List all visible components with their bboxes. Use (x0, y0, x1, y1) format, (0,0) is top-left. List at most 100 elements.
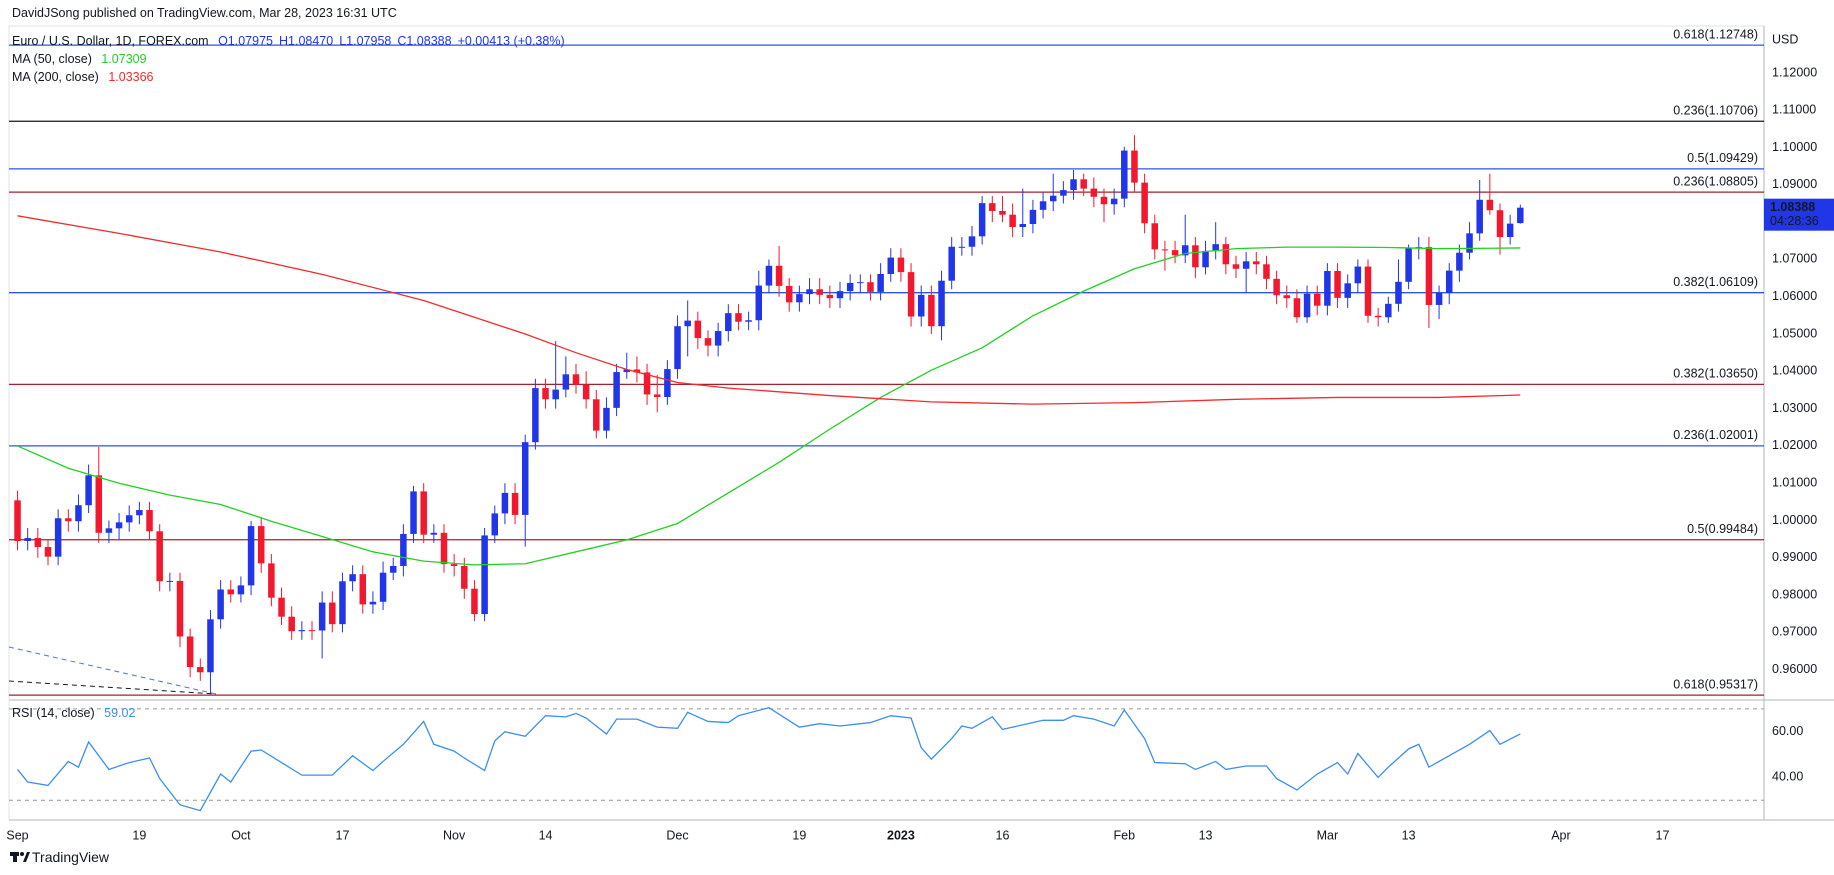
candle-body (1181, 245, 1189, 256)
symbol-title: Euro / U.S. Dollar, 1D, FOREX.com (12, 34, 209, 48)
candle-body (1070, 179, 1077, 191)
candle-body (572, 374, 580, 385)
candle-body (34, 538, 42, 547)
candle-body (684, 320, 691, 327)
candle-body (948, 246, 955, 281)
candle-body (775, 265, 783, 286)
candle-body (521, 442, 529, 515)
moving-average-line (17, 215, 1521, 405)
fib-level-label: 0.5(0.99484) (1687, 522, 1758, 536)
brand-logo (10, 852, 30, 862)
candle-body (1242, 261, 1250, 269)
candle-body (1385, 303, 1392, 318)
x-tick-label: Sep (6, 828, 28, 842)
y-tick-label: 1.07000 (1772, 252, 1817, 266)
fib-level-label: 0.382(1.06109) (1673, 275, 1758, 289)
candle-body (75, 505, 82, 522)
candle-body (877, 273, 884, 292)
candle-body (1466, 233, 1473, 253)
brand-name: TradingView (32, 849, 110, 865)
y-tick-label: 0.99000 (1772, 550, 1817, 564)
candle-body (1121, 150, 1128, 199)
candle-body (471, 588, 478, 615)
candle-body (288, 616, 295, 632)
candle-body (430, 532, 438, 535)
candle-body (349, 574, 356, 582)
y-tick-label: 1.12000 (1772, 65, 1817, 79)
candle-body (1039, 201, 1047, 210)
last-price-label: 1.08388 (1770, 200, 1815, 214)
candle-body (105, 528, 113, 533)
y-tick-label: 1.11000 (1772, 103, 1816, 117)
candle-body (633, 369, 641, 373)
ohlc-item: H1.08470 (279, 34, 334, 48)
candle-body (217, 589, 224, 620)
candle-body (653, 394, 661, 398)
candle-body (1364, 266, 1372, 316)
x-tick-label: Mar (1317, 828, 1339, 842)
ohlc-item: O1.07975 (218, 34, 273, 48)
y-tick-label: 1.06000 (1772, 289, 1817, 303)
moving-average-line (17, 246, 1521, 566)
candle-body (379, 572, 387, 602)
candle-body (603, 407, 610, 431)
fib-level-label: 0.5(1.09429) (1687, 151, 1758, 165)
candle-body (44, 546, 52, 557)
x-tick-label: 2023 (887, 828, 915, 842)
ohlc-item: C1.08388 (397, 34, 452, 48)
candle-body (593, 399, 600, 431)
candle-body (278, 597, 285, 617)
last-price-tag (1764, 198, 1834, 231)
x-tick-label: Apr (1551, 828, 1570, 842)
fib-level-label: 0.236(1.10706) (1673, 104, 1758, 118)
y-tick-label: 1.03000 (1772, 401, 1817, 415)
candle-body (1131, 150, 1138, 183)
candle-body (176, 580, 184, 637)
candle-body (582, 384, 590, 400)
candle-body (389, 565, 397, 573)
y-tick-label: 1.02000 (1772, 438, 1817, 452)
candle-body (725, 313, 732, 332)
candle-body (1445, 270, 1453, 294)
candle-body (958, 246, 966, 248)
x-tick-label: 19 (132, 828, 146, 842)
fib-level-label: 0.236(1.02001) (1673, 428, 1758, 442)
y-tick-label: 40.00 (1772, 770, 1803, 784)
candle-body (1293, 298, 1301, 318)
candle-body (785, 285, 793, 303)
candle-body (511, 492, 519, 515)
candle-body (1110, 198, 1118, 205)
candle-body (745, 320, 752, 322)
candle-body (532, 388, 539, 443)
x-tick-label: Oct (231, 828, 251, 842)
x-tick-label: Feb (1114, 828, 1136, 842)
candle-body (1151, 223, 1159, 250)
candle-body (268, 563, 275, 598)
candle-body (1456, 252, 1463, 271)
candle-body (440, 532, 448, 565)
candle-body (197, 667, 204, 673)
ma-name: MA (50, close) (12, 52, 92, 66)
candle-body (329, 602, 336, 625)
candle-body (1080, 179, 1087, 189)
candle-body (1009, 214, 1016, 228)
candle-body (136, 510, 143, 516)
y-tick-label: 1.00000 (1772, 513, 1817, 527)
fib-level-label: 0.382(1.03650) (1673, 367, 1758, 381)
y-tick-label: 0.98000 (1772, 587, 1817, 601)
candle-body (156, 531, 163, 582)
candle-body (1344, 283, 1351, 298)
candle-body (501, 492, 509, 514)
candle-body (1161, 249, 1169, 251)
fib-level-label: 0.618(1.12748) (1673, 27, 1758, 41)
candle-body (938, 280, 945, 327)
candle-body (491, 513, 499, 536)
candle-body (968, 236, 976, 247)
candle-body (65, 518, 72, 522)
candle-body (1019, 224, 1027, 228)
candle-body (1405, 248, 1412, 282)
candle-body (1222, 244, 1230, 265)
y-tick-label: 60.00 (1772, 724, 1803, 738)
x-tick-label: 13 (1402, 828, 1416, 842)
candle-body (227, 589, 235, 595)
